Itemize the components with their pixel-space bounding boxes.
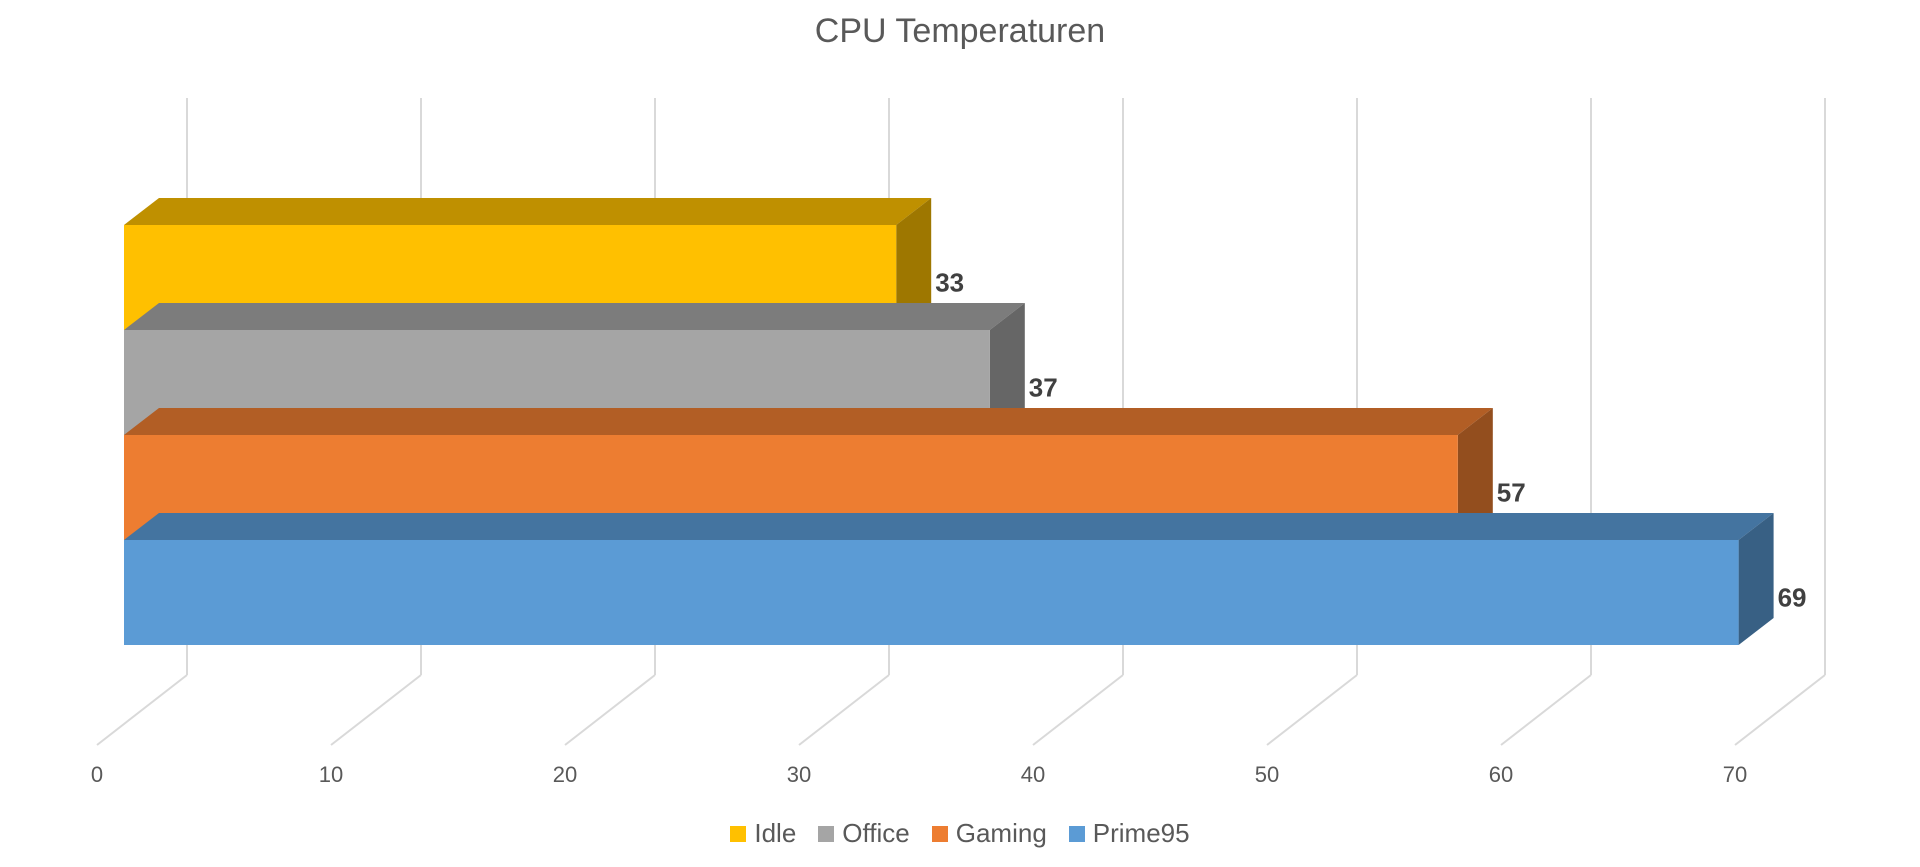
legend-label: Gaming bbox=[955, 818, 1047, 848]
bar-prime95 bbox=[124, 513, 1774, 645]
data-label: 37 bbox=[1029, 373, 1058, 403]
bar-top-face bbox=[124, 408, 1493, 435]
floor-gridline bbox=[1500, 674, 1592, 746]
legend-item: Office bbox=[818, 818, 910, 849]
bar-side-face bbox=[1457, 408, 1493, 540]
bar-side-face bbox=[989, 303, 1025, 435]
bar-side-face bbox=[1738, 513, 1774, 645]
x-tick-label: 20 bbox=[553, 762, 577, 787]
legend-item: Prime95 bbox=[1068, 818, 1190, 849]
floor-gridline bbox=[564, 674, 656, 746]
floor-gridline bbox=[1266, 674, 1358, 746]
bar-front-face bbox=[124, 540, 1739, 645]
legend-item: Gaming bbox=[931, 818, 1047, 849]
floor-gridline bbox=[1734, 674, 1826, 746]
bar-top-face bbox=[124, 303, 1025, 330]
x-tick-label: 70 bbox=[1723, 762, 1747, 787]
floor-gridline bbox=[96, 674, 188, 746]
chart-legend: Idle Office Gaming Prime95 bbox=[0, 818, 1920, 849]
legend-item: Idle bbox=[730, 818, 796, 849]
legend-label: Prime95 bbox=[1092, 818, 1190, 848]
x-tick-label: 10 bbox=[319, 762, 343, 787]
legend-label: Office bbox=[842, 818, 910, 848]
data-label: 57 bbox=[1497, 478, 1526, 508]
bar-top-face bbox=[124, 198, 932, 225]
bar-side-face bbox=[896, 198, 932, 330]
chart-title: CPU Temperaturen bbox=[814, 12, 1106, 50]
legend-swatch bbox=[1068, 825, 1085, 842]
data-label: 69 bbox=[1778, 583, 1807, 613]
x-tick-label: 0 bbox=[91, 762, 103, 787]
data-label: 33 bbox=[935, 268, 964, 298]
legend-swatch bbox=[818, 825, 835, 842]
floor-gridline bbox=[798, 674, 890, 746]
x-tick-label: 40 bbox=[1021, 762, 1045, 787]
legend-swatch bbox=[730, 825, 747, 842]
bar-top-face bbox=[124, 513, 1774, 540]
chart-plot-area: 0 10 20 30 40 50 60 70 33 37 57 69 bbox=[91, 98, 1826, 787]
floor-gridline bbox=[330, 674, 422, 746]
x-tick-label: 30 bbox=[787, 762, 811, 787]
floor-gridline bbox=[1032, 674, 1124, 746]
legend-label: Idle bbox=[754, 818, 797, 848]
x-tick-label: 50 bbox=[1255, 762, 1279, 787]
x-tick-label: 60 bbox=[1489, 762, 1513, 787]
legend-swatch bbox=[931, 825, 948, 842]
